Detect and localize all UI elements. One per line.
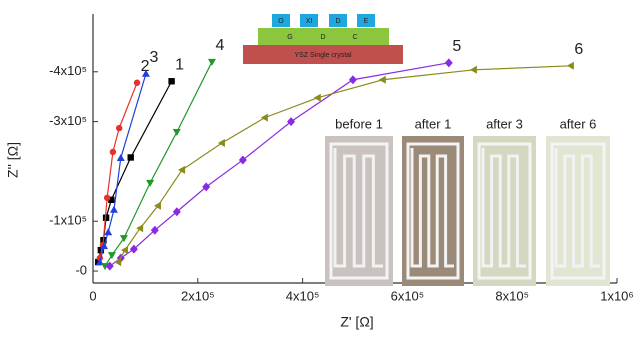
series-line: [99, 82, 138, 259]
series-label: 6: [574, 41, 583, 58]
marker: [116, 124, 123, 132]
meander: [554, 148, 600, 268]
marker: [469, 65, 477, 74]
marker: [146, 179, 155, 187]
marker: [172, 129, 181, 137]
series-label: 2: [141, 58, 150, 75]
meander: [481, 148, 526, 268]
series-label: 3: [149, 49, 158, 66]
marker: [153, 201, 161, 210]
electrode: [300, 14, 318, 27]
substrate-label: YSZ Single crystal: [294, 52, 352, 59]
marker: [566, 61, 574, 70]
series-line: [109, 62, 449, 267]
marker: [114, 258, 122, 267]
electrode-frame: [477, 142, 532, 280]
y-tick-label: -3x10⁵: [49, 113, 87, 128]
layer-label: D: [320, 34, 325, 41]
x-tick-label: 1x10⁶: [600, 288, 634, 303]
series-label: 1: [175, 56, 184, 73]
electrode-label: XI: [306, 18, 313, 25]
x-tick-label: 8x10⁵: [495, 288, 529, 303]
x-tick-label: 2x10⁵: [181, 288, 215, 303]
marker: [217, 139, 225, 148]
series-label: 5: [452, 38, 461, 55]
layer-label: G: [287, 34, 292, 41]
marker: [172, 207, 181, 217]
marker: [116, 153, 125, 161]
marker: [178, 165, 186, 174]
marker: [136, 224, 144, 233]
marker: [260, 113, 268, 122]
marker: [103, 194, 111, 202]
x-tick-label: 0: [89, 288, 96, 303]
x-axis-label: Z' [Ω]: [340, 314, 373, 330]
y-tick-label: -0: [75, 262, 87, 277]
marker: [141, 69, 150, 77]
electrode-frame: [406, 142, 460, 280]
photo-label: after 3: [486, 116, 523, 131]
marker: [97, 246, 105, 254]
marker: [119, 235, 128, 243]
marker: [348, 75, 357, 85]
marker: [207, 58, 216, 66]
marker: [108, 196, 115, 204]
marker: [378, 75, 386, 84]
marker: [168, 78, 175, 85]
series-label: 4: [215, 37, 224, 54]
photo-label: after 1: [415, 116, 452, 131]
layer-label: C: [352, 34, 357, 41]
x-tick-label: 6x10⁵: [391, 288, 425, 303]
y-tick-label: -1x10⁵: [49, 213, 87, 228]
marker: [150, 225, 159, 235]
marker: [100, 242, 109, 250]
marker: [444, 58, 453, 68]
x-tick-label: 4x10⁵: [286, 288, 320, 303]
electrode-label: O: [278, 18, 284, 25]
electrode: [357, 14, 375, 27]
marker: [129, 244, 138, 254]
electrode-label: D: [335, 18, 340, 25]
marker: [120, 246, 128, 255]
marker: [127, 154, 134, 161]
y-axis-label: Z'' [Ω]: [5, 142, 21, 178]
marker: [287, 117, 296, 127]
substrate: [243, 45, 403, 64]
electrode-frame: [329, 142, 389, 280]
marker: [202, 182, 211, 192]
meander: [333, 148, 383, 268]
marker: [238, 155, 247, 165]
electrode: [272, 14, 290, 27]
meander: [410, 148, 454, 268]
electrode: [329, 14, 347, 27]
marker: [105, 261, 114, 271]
marker: [109, 148, 117, 156]
marker: [107, 252, 116, 260]
marker: [109, 205, 118, 213]
marker: [313, 93, 321, 102]
electrode-label: E: [364, 18, 369, 25]
marker: [104, 228, 113, 236]
y-tick-label: -4x10⁵: [49, 63, 87, 78]
layer: [258, 28, 389, 45]
photo-label: before 1: [335, 116, 383, 131]
marker: [133, 79, 141, 86]
marker: [102, 214, 110, 221]
electrode-frame: [550, 142, 606, 280]
photo-label: after 6: [560, 116, 597, 131]
